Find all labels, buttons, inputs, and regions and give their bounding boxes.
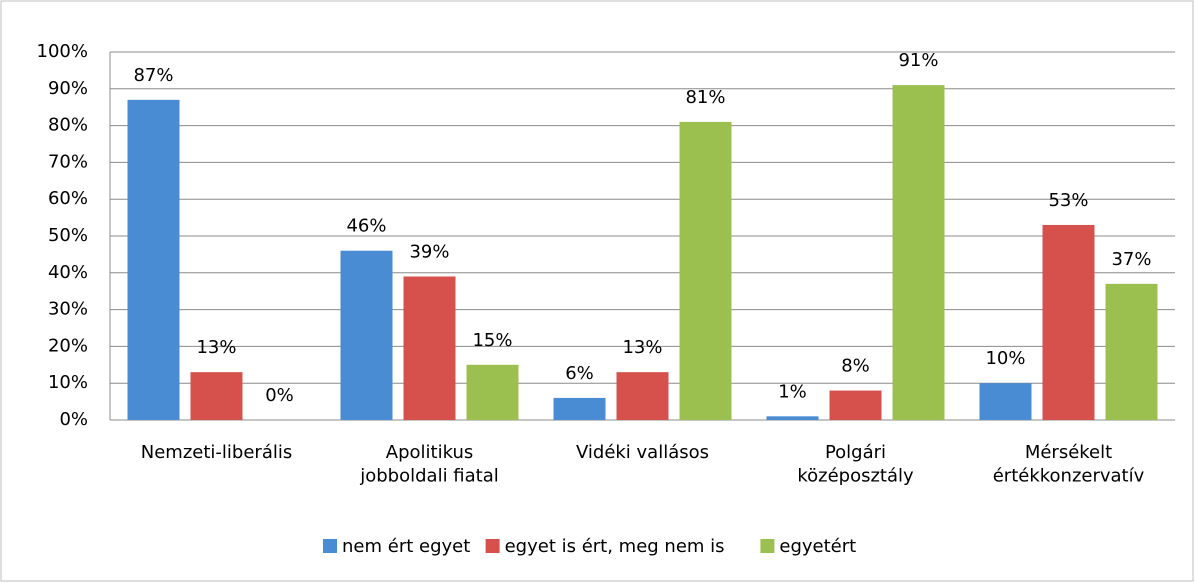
bar <box>679 121 732 421</box>
legend-label: egyetért <box>779 536 856 557</box>
value-label: 13% <box>622 337 662 358</box>
value-label: 8% <box>841 356 870 377</box>
bar <box>1042 224 1095 420</box>
bar <box>892 85 945 421</box>
y-tick-label: 80% <box>48 115 88 136</box>
legend-swatch <box>323 539 337 553</box>
legend-label: egyet is ért, meg nem is <box>505 536 725 557</box>
value-label: 91% <box>898 50 938 71</box>
bar <box>466 364 519 420</box>
y-tick-label: 100% <box>37 41 88 62</box>
x-tick-label: Polgári középosztály <box>797 442 914 486</box>
y-tick-label: 40% <box>48 262 88 283</box>
bar <box>1105 283 1158 420</box>
legend-swatch <box>485 539 500 553</box>
legend-label: nem ért egyet <box>342 536 470 557</box>
bar <box>340 250 393 420</box>
value-label: 81% <box>685 87 725 108</box>
x-tick-label: Nemzeti-liberális <box>141 442 292 463</box>
legend-swatch <box>760 539 775 553</box>
bar <box>616 372 669 420</box>
value-label: 39% <box>409 241 449 262</box>
bar <box>979 383 1032 420</box>
bar <box>766 416 819 420</box>
y-tick-label: 10% <box>48 372 88 393</box>
y-tick-label: 20% <box>48 335 88 356</box>
value-label: 87% <box>133 65 173 86</box>
value-label: 46% <box>346 216 386 237</box>
y-tick-label: 0% <box>59 409 88 430</box>
value-label: 53% <box>1048 190 1088 211</box>
bar <box>127 99 180 420</box>
y-tick-label: 50% <box>48 225 88 246</box>
bar <box>190 372 243 420</box>
bar <box>403 276 456 420</box>
value-label: 0% <box>265 385 294 406</box>
x-tick-label: Apolitikus jobboldali fiatal <box>359 442 499 486</box>
y-tick-label: 60% <box>48 188 88 209</box>
x-tick-label: Vidéki vallásos <box>576 442 709 463</box>
value-label: 1% <box>778 381 807 402</box>
value-label: 6% <box>565 363 594 384</box>
y-tick-label: 30% <box>48 299 88 320</box>
y-tick-label: 90% <box>48 78 88 99</box>
bar <box>553 397 606 420</box>
value-label: 37% <box>1111 249 1151 270</box>
bar <box>829 390 882 420</box>
value-label: 13% <box>196 337 236 358</box>
value-label: 10% <box>985 348 1025 369</box>
value-label: 15% <box>472 330 512 351</box>
x-tick-label: Mérsékelt értékkonzervatív <box>993 442 1145 486</box>
y-tick-label: 70% <box>48 151 88 172</box>
